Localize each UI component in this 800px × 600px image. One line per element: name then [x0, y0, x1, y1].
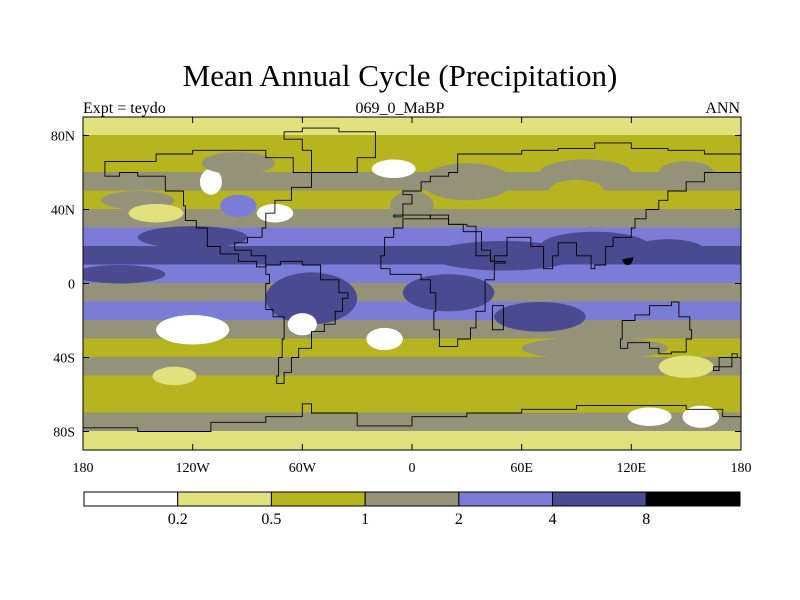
coastline: [380, 214, 506, 347]
season-label: ANN: [705, 100, 740, 117]
colorbar-swatch: [83, 491, 179, 507]
colorbar-labels: 0.2 0.5 1 2 4 8: [168, 511, 651, 528]
colorbar: [83, 491, 741, 507]
x-tick-label: 180: [731, 461, 752, 476]
x-axis-labels: 180 120W 60W 0 60E 120E 180: [73, 461, 752, 476]
colorbar-label: 4: [549, 511, 557, 528]
y-axis-labels: 80N 40N 0 40S 80S: [51, 130, 75, 441]
precip-cell: [658, 161, 714, 184]
coastline: [83, 403, 741, 450]
precip-cell: [137, 226, 248, 249]
precip-band: [83, 135, 741, 155]
colorbar-swatch: [364, 491, 460, 507]
precip-cell: [265, 272, 358, 325]
colorbar-swatch: [177, 491, 272, 507]
coastline: [619, 301, 693, 355]
precip-cell: [494, 302, 586, 332]
precip-cell: [371, 159, 416, 179]
coastline: [265, 260, 349, 384]
y-tick-label: 0: [68, 278, 75, 293]
precip-cell: [682, 405, 720, 428]
chart-title: Mean Annual Cycle (Precipitation): [182, 58, 618, 93]
y-tick-label: 40S: [53, 352, 75, 367]
contour-field: [83, 117, 741, 450]
precip-cell: [152, 366, 197, 386]
axis-ticks: [82, 117, 742, 450]
precip-band: [83, 117, 741, 136]
precip-cell: [199, 168, 222, 195]
precip-cell: [366, 327, 403, 351]
precip-cell: [421, 163, 513, 201]
coastline: [104, 149, 312, 268]
colorbar-swatch: [270, 491, 366, 507]
colorbar-label: 0.5: [261, 511, 281, 528]
precip-cell: [521, 337, 668, 360]
x-tick-label: 60E: [510, 461, 533, 476]
precip-cell: [402, 274, 495, 312]
precip-cell: [539, 231, 650, 262]
colorbar-swatch: [645, 491, 741, 507]
x-tick-label: 180: [73, 461, 94, 476]
precip-cell: [631, 239, 705, 262]
x-tick-label: 0: [409, 461, 416, 476]
colorbar-label: 0.2: [168, 511, 188, 528]
colorbar-swatch: [458, 491, 554, 507]
coastline: [393, 142, 741, 270]
coastline: [283, 127, 376, 173]
precip-cell: [156, 314, 230, 345]
precip-band: [83, 172, 741, 192]
precip-cell: [627, 407, 672, 426]
coastline: [491, 305, 504, 331]
y-tick-label: 80S: [53, 426, 75, 441]
precip-cell: [287, 313, 317, 336]
coastlines: [83, 127, 741, 450]
precip-cell: [658, 355, 714, 378]
precip-cell: [549, 179, 604, 203]
x-tick-label: 120E: [617, 461, 647, 476]
precip-cell: [83, 265, 166, 284]
precip-band: [83, 431, 741, 450]
y-tick-label: 80N: [51, 130, 75, 145]
precip-cell: [220, 194, 257, 217]
period-label: 069_0_MaBP: [355, 100, 445, 117]
precip-cell: [539, 159, 632, 186]
x-tick-label: 120W: [176, 461, 211, 476]
y-tick-label: 40N: [51, 204, 75, 219]
precip-cell: [201, 152, 275, 175]
colorbar-label: 2: [455, 511, 463, 528]
experiment-label: Expt = teydo: [83, 100, 166, 117]
precip-band: [83, 375, 741, 395]
precip-band: [83, 357, 741, 377]
colorbar-label: 8: [642, 511, 650, 528]
precip-cell: [128, 203, 184, 223]
precip-cell: [390, 191, 434, 221]
x-tick-label: 60W: [289, 461, 317, 476]
colorbar-label: 1: [361, 511, 369, 528]
colorbar-swatch: [552, 491, 647, 507]
